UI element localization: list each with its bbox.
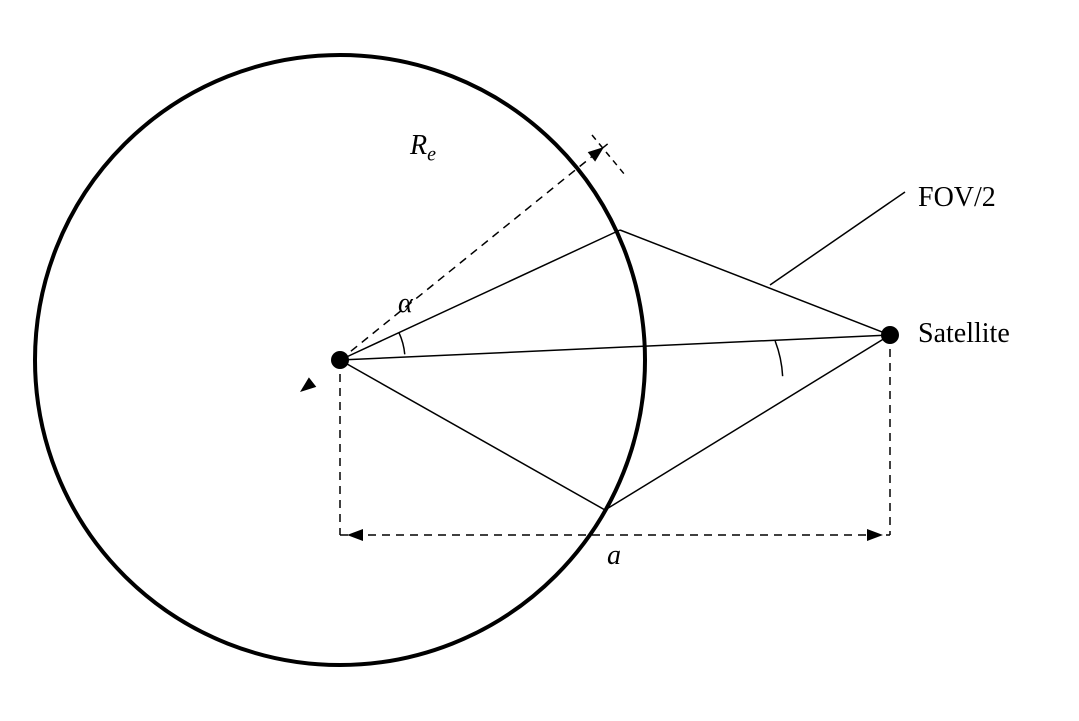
label-satellite: Satellite bbox=[918, 318, 1010, 350]
diagram-canvas bbox=[0, 0, 1079, 721]
label-fov: FOV/2 bbox=[918, 182, 996, 214]
label-a: a bbox=[607, 540, 621, 572]
label-Re: Re bbox=[410, 130, 436, 167]
label-Re-text: Re bbox=[410, 130, 436, 161]
label-alpha: α bbox=[398, 288, 413, 320]
